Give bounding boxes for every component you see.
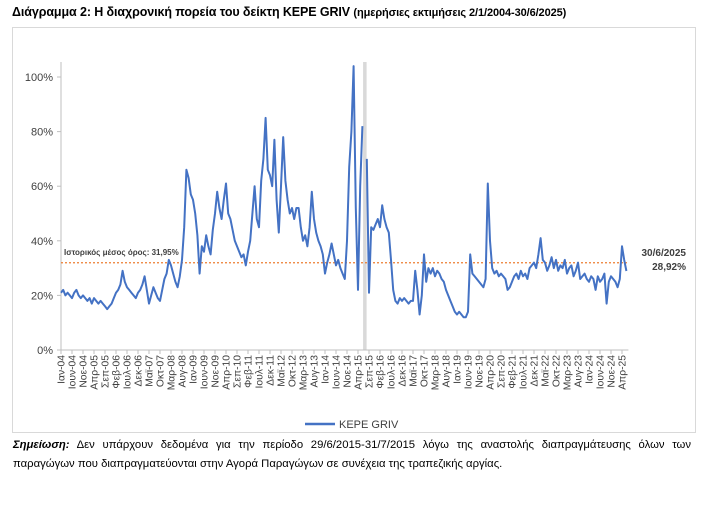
x-tick-label: Μαϊ-22 xyxy=(541,355,552,387)
x-tick-label: Αυγ-13 xyxy=(310,355,321,388)
y-tick-label: 40% xyxy=(31,236,53,248)
x-tick-label: Μαρ-08 xyxy=(167,355,178,391)
x-tick-label: Ιουν-09 xyxy=(200,355,211,390)
x-tick-label: Νοε-04 xyxy=(79,355,90,388)
x-tick-label: Απρ-15 xyxy=(354,355,365,390)
x-tick-label: Νοε-14 xyxy=(343,355,354,388)
x-tick-label: Φεβ-11 xyxy=(244,355,255,388)
series-line-kepe-griv xyxy=(60,65,628,319)
y-tick-label: 60% xyxy=(31,181,53,193)
x-tick-label: Απρ-25 xyxy=(618,355,629,390)
y-tick-label: 80% xyxy=(31,127,53,139)
x-tick-label: Ιαν-24 xyxy=(585,355,596,384)
x-tick-label: Ιαν-14 xyxy=(321,355,332,384)
chart-title: Διάγραμμα 2: Η διαχρονική πορεία του δεί… xyxy=(12,5,566,19)
gap-marker xyxy=(363,62,367,350)
y-tick-label: 100% xyxy=(25,72,53,84)
x-tick-label: Αυγ-08 xyxy=(178,355,189,388)
x-tick-label: Οκτ-17 xyxy=(420,355,431,387)
x-tick-label: Μαρ-23 xyxy=(563,355,574,391)
x-tick-label: Ιουλ-16 xyxy=(387,355,398,390)
x-tick-label: Αυγ-23 xyxy=(574,355,585,388)
x-tick-label: Ιουν-14 xyxy=(332,355,343,390)
y-tick-label: 0% xyxy=(37,345,53,357)
x-tick-label: Δεκ-16 xyxy=(398,355,409,387)
x-tick-label: Φεβ-21 xyxy=(508,355,519,389)
chart-note: Σημείωση: Δεν υπάρχουν δεδομένα για την … xyxy=(13,436,691,474)
x-tick-label: Ιουν-04 xyxy=(68,355,79,390)
x-tick-label: Νοε-24 xyxy=(607,355,618,388)
x-tick-label: Σεπ-20 xyxy=(497,355,508,388)
x-tick-label: Ιαν-19 xyxy=(453,355,464,384)
x-tick-label: Απρ-10 xyxy=(222,355,233,390)
x-tick-label: Ιουλ-21 xyxy=(519,355,530,390)
chart-title-sub: (ημερήσιες εκτιμήσεις 2/1/2004-30/6/2025… xyxy=(353,7,567,19)
x-tick-label: Απρ-20 xyxy=(486,355,497,390)
x-tick-label: Μαϊ-07 xyxy=(145,355,156,387)
x-tick-label: Σεπ-05 xyxy=(101,355,112,388)
x-tick-label: Νοε-09 xyxy=(211,355,222,388)
x-tick-label: Απρ-05 xyxy=(90,355,101,390)
x-tick-label: Ιαν-04 xyxy=(57,355,68,384)
x-tick-label: Αυγ-18 xyxy=(442,355,453,388)
x-tick-label: Δεκ-21 xyxy=(530,355,541,387)
x-tick-label: Ιαν-09 xyxy=(189,355,200,384)
x-tick-label: Δεκ-11 xyxy=(266,355,277,386)
end-value-label: 28,92% xyxy=(652,262,686,273)
x-tick-label: Σεπ-15 xyxy=(365,355,376,388)
x-tick-label: Ιουν-19 xyxy=(464,355,475,390)
x-tick-label: Μαρ-18 xyxy=(431,355,442,391)
legend-label: KEPE GRIV xyxy=(339,419,399,431)
x-tick-label: Ιουν-24 xyxy=(596,355,607,390)
x-tick-label: Μαϊ-17 xyxy=(409,355,420,387)
mean-line-label: Ιστορικός μέσος όρος: 31,95% xyxy=(64,248,179,257)
x-tick-label: Ιουλ-11 xyxy=(255,355,266,389)
x-tick-label: Νοε-19 xyxy=(475,355,486,388)
end-date-label: 30/6/2025 xyxy=(642,248,687,259)
chart-frame xyxy=(12,27,696,433)
x-tick-label: Σεπ-10 xyxy=(233,355,244,388)
chart-title-main: Διάγραμμα 2: Η διαχρονική πορεία του δεί… xyxy=(12,5,351,19)
note-label: Σημείωση: xyxy=(13,439,70,451)
x-tick-label: Μαϊ-12 xyxy=(277,355,288,387)
x-tick-label: Ιουλ-06 xyxy=(123,355,134,390)
x-tick-label: Μαρ-13 xyxy=(299,355,310,391)
x-tick-label: Φεβ-16 xyxy=(376,355,387,389)
x-tick-label: Οκτ-07 xyxy=(156,355,167,387)
x-tick-label: Δεκ-06 xyxy=(134,355,145,387)
y-tick-label: 20% xyxy=(31,290,53,302)
note-text: Δεν υπάρχουν δεδομένα για την περίοδο 29… xyxy=(13,439,692,470)
x-tick-label: Οκτ-12 xyxy=(288,355,299,387)
x-tick-label: Φεβ-06 xyxy=(112,355,123,389)
x-tick-label: Οκτ-22 xyxy=(552,355,563,387)
